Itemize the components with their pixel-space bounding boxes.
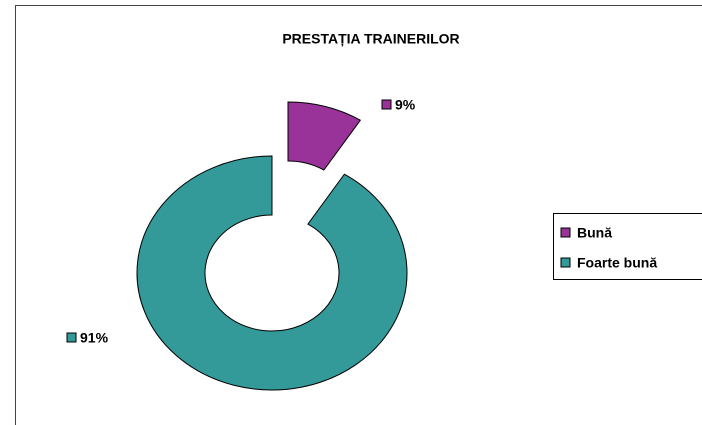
legend-label: Foarte bună	[577, 255, 657, 271]
label-key	[381, 99, 392, 110]
legend-key	[560, 227, 571, 238]
legend-key	[560, 257, 571, 268]
chart-title: PRESTAȚIA TRAINERILOR	[282, 31, 459, 47]
label-key	[66, 332, 77, 343]
legend-label: Bună	[577, 225, 612, 241]
data-label: 9%	[395, 97, 416, 113]
data-label: 91%	[80, 330, 109, 346]
donut-slice	[287, 101, 362, 171]
legend-box	[553, 213, 702, 280]
donut-slice	[136, 155, 408, 391]
